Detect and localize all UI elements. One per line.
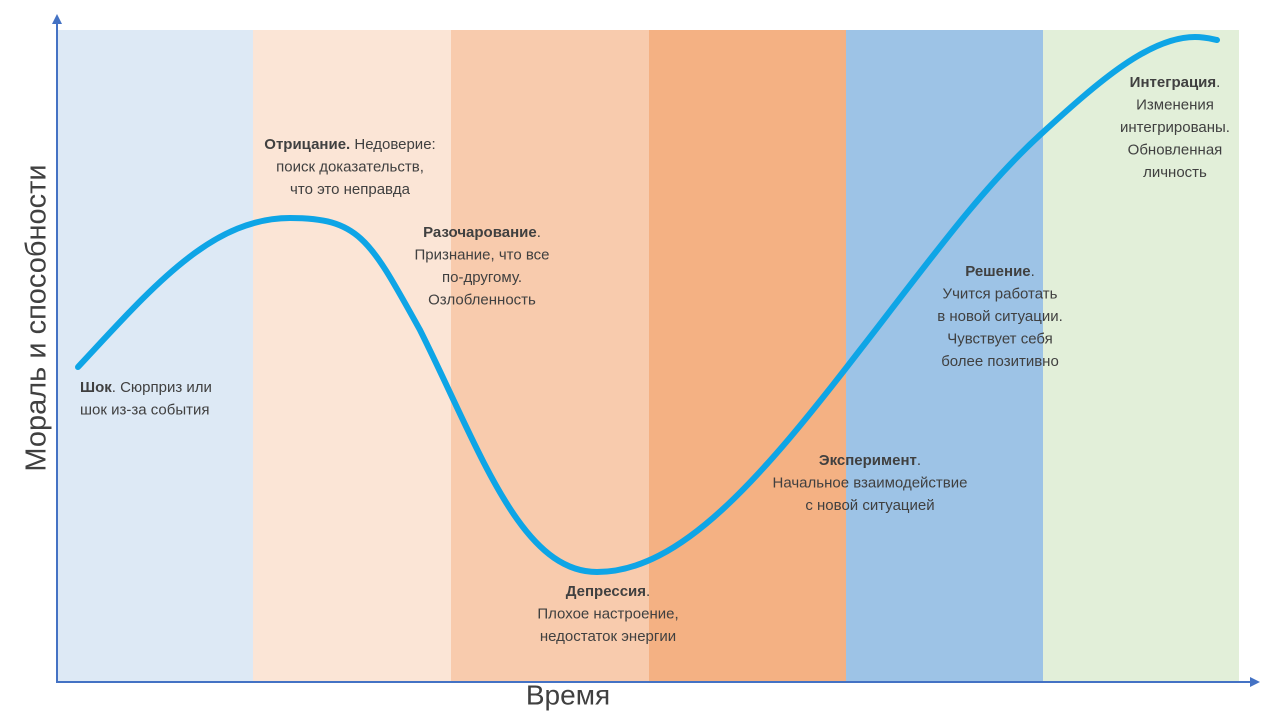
- x-axis-arrow: [1250, 677, 1260, 687]
- stage-line: Изменения: [1136, 96, 1214, 113]
- stage-title-rest: .: [1216, 74, 1220, 91]
- stage-title: Разочарование: [423, 224, 537, 241]
- stage-note: Депрессия. Плохое настроение, недостаток э…: [537, 583, 678, 645]
- stage-title-rest: .: [917, 452, 921, 469]
- x-axis-label: Время: [526, 679, 610, 710]
- stage-line: по-другому.: [442, 269, 522, 286]
- stage-line: что это неправда: [290, 181, 411, 198]
- stage-line: Обновленная: [1128, 141, 1223, 158]
- stage-line: Учится работать: [943, 285, 1058, 302]
- stage-note: Шок. Сюрприз или шок из-за события: [80, 379, 212, 419]
- stage-line: более позитивно: [941, 353, 1059, 370]
- zone-integration: [1043, 30, 1239, 681]
- y-axis-label: Мораль и способности: [21, 164, 53, 471]
- stage-title: Депрессия: [566, 583, 646, 600]
- stage-line: Чувствует себя: [947, 330, 1053, 347]
- stage-line: Признание, что все: [414, 246, 549, 263]
- stage-line: шок из-за события: [80, 401, 210, 418]
- stage-line: с новой ситуацией: [805, 497, 934, 514]
- stage-title-rest: . Сюрприз или: [112, 379, 212, 396]
- zone-denial: [253, 30, 451, 681]
- stage-title: Решение: [965, 263, 1030, 280]
- stage-title-rest: .: [646, 583, 650, 600]
- stage-line: личность: [1143, 164, 1207, 181]
- stage-title-rest: .: [537, 224, 541, 241]
- stage-line: Озлобленность: [428, 291, 536, 308]
- stage-line: Начальное взаимодействие: [773, 474, 968, 491]
- stage-line: интегрированы.: [1120, 119, 1230, 136]
- stage-note: Разочарование. Признание, что все по-друго…: [414, 224, 549, 309]
- stage-title: Отрицание.: [264, 136, 350, 153]
- stage-title: Эксперимент: [819, 452, 917, 469]
- stage-line: в новой ситуации.: [937, 308, 1063, 325]
- stage-title: Интеграция: [1130, 74, 1216, 91]
- stage-note: Эксперимент. Начальное взаимодействие с но…: [773, 452, 968, 514]
- stage-line: Плохое настроение,: [537, 605, 678, 622]
- zone-depression: [649, 30, 846, 681]
- stage-note: Решение. Учится работать в новой ситуации.…: [937, 263, 1063, 370]
- zone-decision: [846, 30, 1043, 681]
- change-curve: [75, 33, 1220, 576]
- stage-title-rest: Недоверие:: [350, 136, 435, 153]
- stage-line: поиск доказательств,: [276, 158, 424, 175]
- stage-title-rest: .: [1031, 263, 1035, 280]
- stage-title: Шок: [80, 379, 112, 396]
- stage-note: Интеграция. Изменения интегрированы. Обновл…: [1120, 74, 1230, 181]
- stage-line: недостаток энергии: [540, 628, 676, 645]
- y-axis-arrow: [52, 14, 62, 24]
- stage-note: Отрицание. Недоверие: поиск доказательств…: [264, 136, 435, 198]
